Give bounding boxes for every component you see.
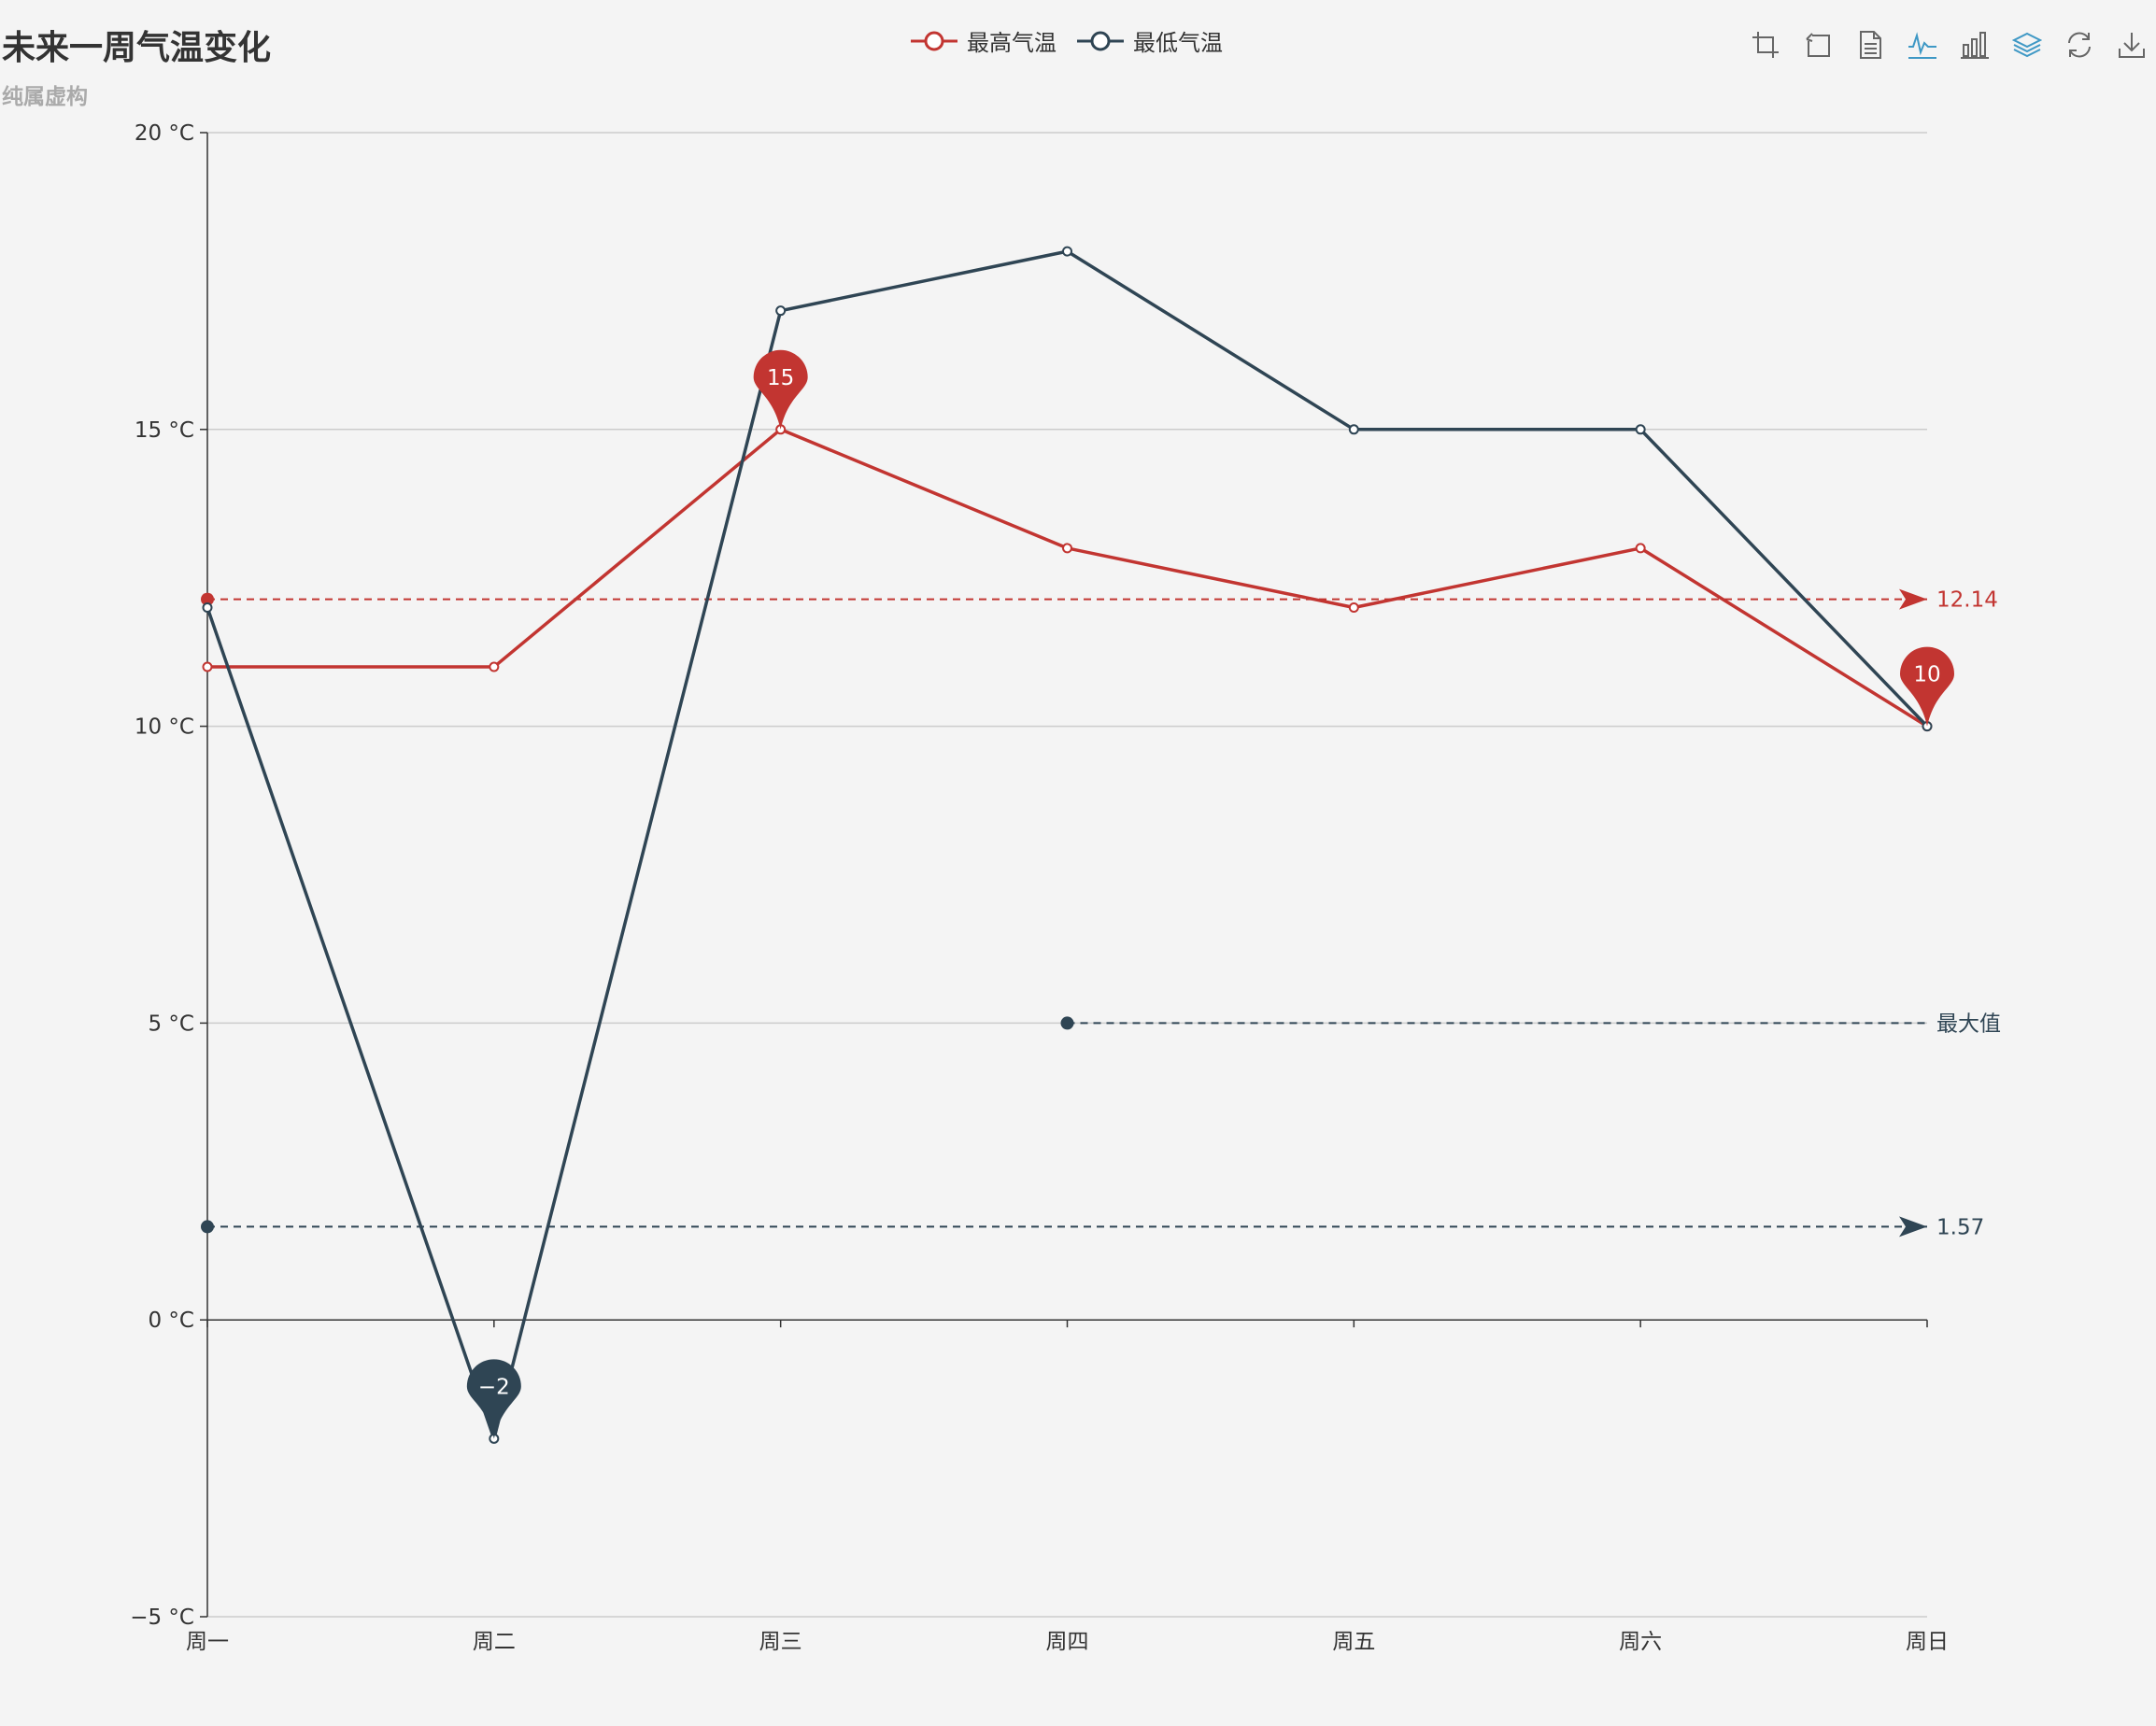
legend-item-series-0[interactable]: 最高气温 <box>911 24 1057 57</box>
legend-item-series-1[interactable]: 最低气温 <box>1077 24 1223 57</box>
data-point <box>202 661 213 672</box>
y-tick-label: 10 °C <box>135 715 194 740</box>
toolbox <box>1749 26 2149 64</box>
data-point <box>489 661 500 672</box>
x-tick-label: 周三 <box>759 1630 802 1654</box>
mark-line-start-dot <box>201 1220 214 1234</box>
x-tick-label: 周日 <box>1906 1630 1949 1654</box>
mark-line-arrow <box>1899 1216 1927 1238</box>
series-1 <box>202 246 1933 1444</box>
legend-label: 最高气温 <box>967 30 1057 56</box>
legend-line-circle-icon <box>1077 31 1124 50</box>
data-point <box>202 601 213 613</box>
x-tick-label: 周五 <box>1332 1630 1375 1654</box>
save-image-icon[interactable] <box>2115 26 2149 64</box>
x-tick-label: 周一 <box>186 1630 229 1654</box>
mark-point-pin <box>753 349 808 430</box>
bar-chart-icon[interactable] <box>1958 26 1992 64</box>
data-point <box>1635 543 1646 554</box>
x-tick-label: 周六 <box>1619 1630 1662 1654</box>
data-point <box>1062 543 1072 554</box>
legend-line-circle-icon <box>911 31 957 50</box>
mark-point-label: −2 <box>478 1375 510 1399</box>
x-tick-label: 周二 <box>473 1630 516 1654</box>
data-point <box>1062 246 1072 257</box>
data-point <box>775 305 787 317</box>
zoom-icon[interactable] <box>1749 26 1782 64</box>
mark-point-label: 15 <box>767 366 794 390</box>
stack-icon[interactable] <box>2010 26 2044 64</box>
x-tick-label: 周四 <box>1046 1630 1089 1654</box>
y-tick-label: −5 °C <box>130 1606 194 1630</box>
data-point <box>1348 424 1359 435</box>
zoom-reset-icon[interactable] <box>1801 26 1835 64</box>
mark-point-pin <box>466 1359 521 1439</box>
y-tick-label: 0 °C <box>148 1309 194 1333</box>
mark-line-label: 最大值 <box>1936 1012 2001 1036</box>
mark-line-start-dot <box>1060 1016 1074 1030</box>
mark-point-label: 10 <box>1913 663 1940 687</box>
mark-line-arrow <box>1899 588 1927 610</box>
y-tick-label: 20 °C <box>135 121 194 146</box>
legend-label: 最低气温 <box>1133 30 1223 56</box>
data-point <box>1635 424 1646 435</box>
legend: 最高气温 最低气温 <box>911 24 1223 57</box>
line-chart-icon[interactable] <box>1906 26 1939 64</box>
series-0 <box>202 424 1933 732</box>
data-point <box>1348 601 1359 613</box>
mark-line-label: 12.14 <box>1936 588 1998 613</box>
mark-line-label: 1.57 <box>1936 1215 1984 1239</box>
data-view-icon[interactable] <box>1853 26 1887 64</box>
y-tick-label: 5 °C <box>148 1012 194 1036</box>
chart-title: 未来一周气温变化 <box>2 29 272 67</box>
y-tick-label: 15 °C <box>135 418 194 443</box>
series-line <box>207 428 1928 729</box>
restore-icon[interactable] <box>2063 26 2096 64</box>
chart-subtitle: 纯属虚构 <box>2 85 88 109</box>
mark-line-start-dot <box>201 592 214 606</box>
mark-point-pin <box>1900 646 1954 727</box>
